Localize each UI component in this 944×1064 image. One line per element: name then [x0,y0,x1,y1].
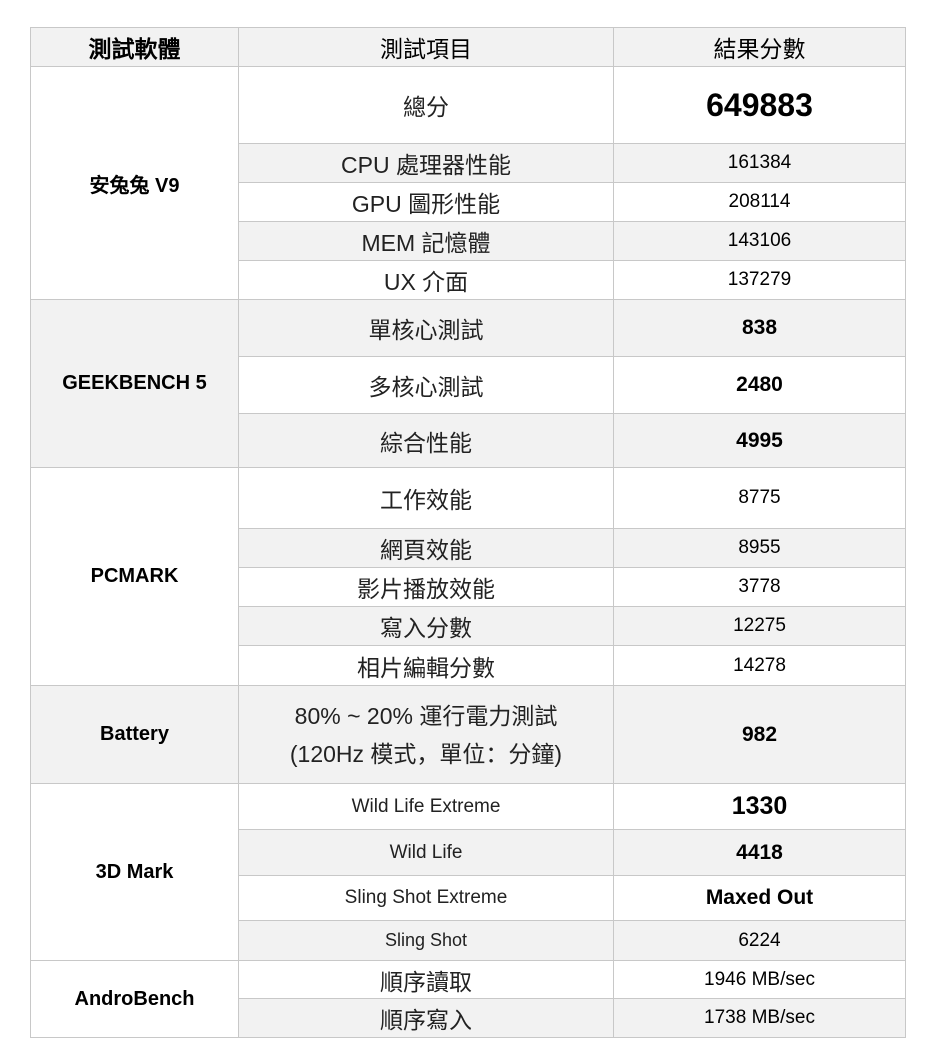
value-cell: 8955 [613,528,906,568]
item-line-1: 80% ~ 20% 運行電力測試 [294,702,558,729]
item-cell: 順序寫入 [238,998,614,1038]
value-cell: 1946 MB/sec [613,960,906,999]
value-cell: 161384 [613,143,906,183]
value-cell: 1738 MB/sec [613,998,906,1038]
table-row: 相片編輯分數 14278 [31,645,906,686]
item-cell: 工作效能 [238,467,614,529]
item-cell: 順序讀取 [238,960,614,999]
item-cell: CPU 處理器性能 [238,143,614,183]
software-battery: Battery [30,685,239,784]
value-cell: 137279 [613,260,906,300]
item-cell: 80% ~ 20% 運行電力測試 (120Hz 模式，單位：分鐘) [238,685,614,784]
header-result: 結果分數 [613,27,906,67]
value-cell: 3778 [613,567,906,607]
table-row: AndroBench 順序讀取 1946 MB/sec [30,960,906,1038]
table-row: 安兔兔 V9 總分 649883 [30,66,906,300]
table-row: Sling Shot Extreme Maxed Out [31,875,906,921]
value-cell: 208114 [613,182,906,222]
value-cell: 649883 [613,66,906,144]
item-cell: Sling Shot [238,920,614,961]
table-row: 影片播放效能 3778 [31,567,906,607]
value-cell: 6224 [613,920,906,961]
value-cell: 143106 [613,221,906,261]
software-pcmark: PCMARK [30,467,239,686]
item-line-2: (120Hz 模式，單位：分鐘) [289,740,563,767]
software-antutu: 安兔兔 V9 [30,66,239,300]
table-row: 3D Mark Wild Life Extreme 1330 [30,783,906,961]
software-3dmark: 3D Mark [30,783,239,961]
item-cell: GPU 圖形性能 [238,182,614,222]
item-cell: 單核心測試 [238,299,614,357]
header-item: 測試項目 [238,27,614,67]
item-cell: MEM 記憶體 [238,221,614,261]
header-row: 測試軟體 測試項目 結果分數 [30,27,906,67]
value-cell: 982 [613,685,906,784]
item-cell: Wild Life Extreme [238,783,614,830]
value-cell: 1330 [613,783,906,830]
item-cell: 總分 [238,66,614,144]
item-cell: 綜合性能 [238,413,614,468]
item-cell: 相片編輯分數 [238,645,614,686]
value-cell: 2480 [613,356,906,414]
value-cell: 838 [613,299,906,357]
benchmark-table: 測試軟體 測試項目 結果分數 安兔兔 V9 總分 649883 CPU 處理器性… [30,27,906,1038]
item-cell: 寫入分數 [238,606,614,646]
item-cell: 多核心測試 [238,356,614,414]
value-cell: 8775 [613,467,906,529]
software-geekbench: GEEKBENCH 5 [30,299,239,468]
table-row: GEEKBENCH 5 單核心測試 838 [30,299,906,468]
item-cell: Wild Life [238,829,614,876]
value-cell: 14278 [613,645,906,686]
table-row: PCMARK 工作效能 8775 [30,467,906,686]
software-androbench: AndroBench [30,960,239,1038]
value-cell: 4418 [613,829,906,876]
header-software: 測試軟體 [30,27,239,67]
item-cell: UX 介面 [238,260,614,300]
value-cell: Maxed Out [613,875,906,921]
item-cell: 影片播放效能 [238,567,614,607]
table-row: Battery 80% ~ 20% 運行電力測試 (120Hz 模式，單位：分鐘… [30,685,906,784]
item-cell: 網頁效能 [238,528,614,568]
value-cell: 4995 [613,413,906,468]
value-cell: 12275 [613,606,906,646]
item-cell: Sling Shot Extreme [238,875,614,921]
